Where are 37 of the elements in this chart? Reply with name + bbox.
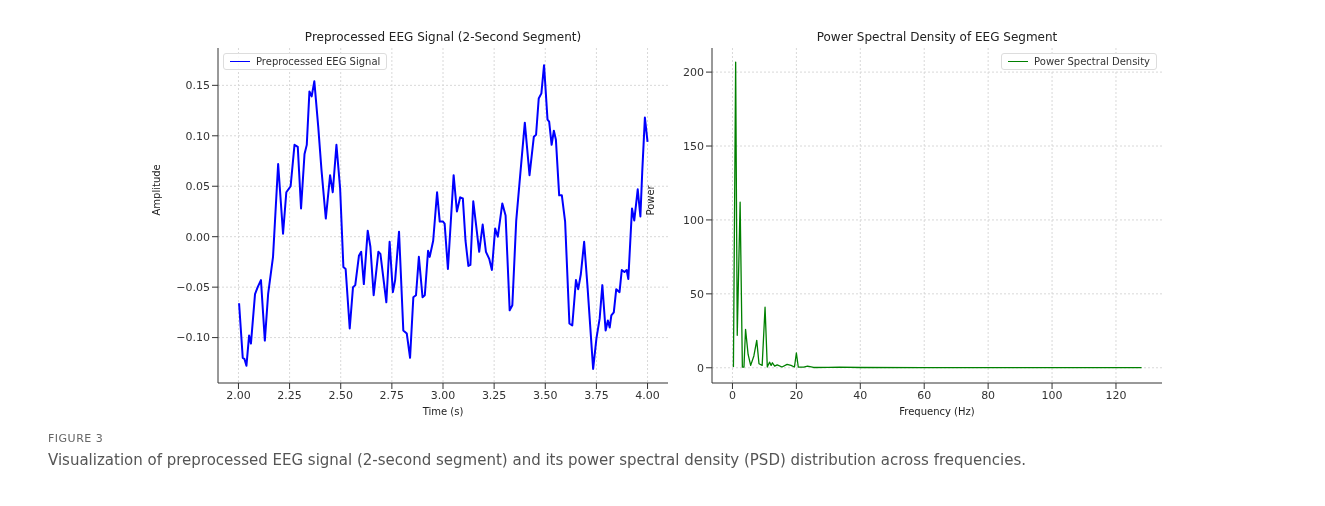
x-tick-label: 3.75 [584,388,609,402]
y-tick-label: 0.05 [185,180,210,194]
x-tick-label: 0 [728,388,736,402]
chart-title: Preprocessed EEG Signal (2-Second Segment) [303,30,583,44]
x-tick-label: 100 [1041,388,1063,402]
x-tick-label: 60 [917,388,932,402]
x-tick-label: 120 [1105,388,1127,402]
text: Visualization of preprocessed EEG signal (2-second segment) and its power spectral density (PSD) distribution across frequencies. [48,451,1027,469]
caption: FIGURE 3 [48,432,105,445]
y-tick-label: 150 [683,139,704,153]
x-tick-label: 40 [853,388,868,402]
y-tick-label: 0.00 [185,230,210,244]
chart-title: Power Spectral Density of EEG Segment [815,30,1059,44]
y-tick-label: 200 [683,66,704,79]
x-tick-label: 4.00 [635,388,660,402]
x-tick-label: 3.25 [481,388,507,402]
x-tick-label: 2.50 [328,388,353,402]
y-axis-title: Power [644,184,656,216]
x-tick-label: 2.25 [277,388,302,402]
x-tick-label: 2.00 [226,388,251,402]
x-tick-label: 3.50 [533,388,558,402]
y-axis-title: Amplitude [150,164,162,216]
y-tick-label: 0.10 [185,129,210,143]
y-tick-label: 100 [683,213,704,227]
x-tick-label: 80 [981,388,996,402]
y-tick-label: −0.10 [176,331,210,345]
y-tick-label: 0 [697,361,704,375]
legend-label: Preprocessed EEG Signal [256,56,381,67]
y-tick-label: 50 [690,287,704,301]
y-tick-label: 0.15 [185,79,210,93]
legend-label: Power Spectral Density [1034,56,1150,67]
x-tick-label: 3.00 [430,388,456,402]
x-tick-label: 2.75 [379,388,405,402]
y-tick-label: −0.05 [176,281,210,295]
x-axis-title: Frequency (Hz) [899,406,975,417]
x-axis-title: Time (s) [421,406,464,417]
x-tick-label: 20 [789,388,804,402]
